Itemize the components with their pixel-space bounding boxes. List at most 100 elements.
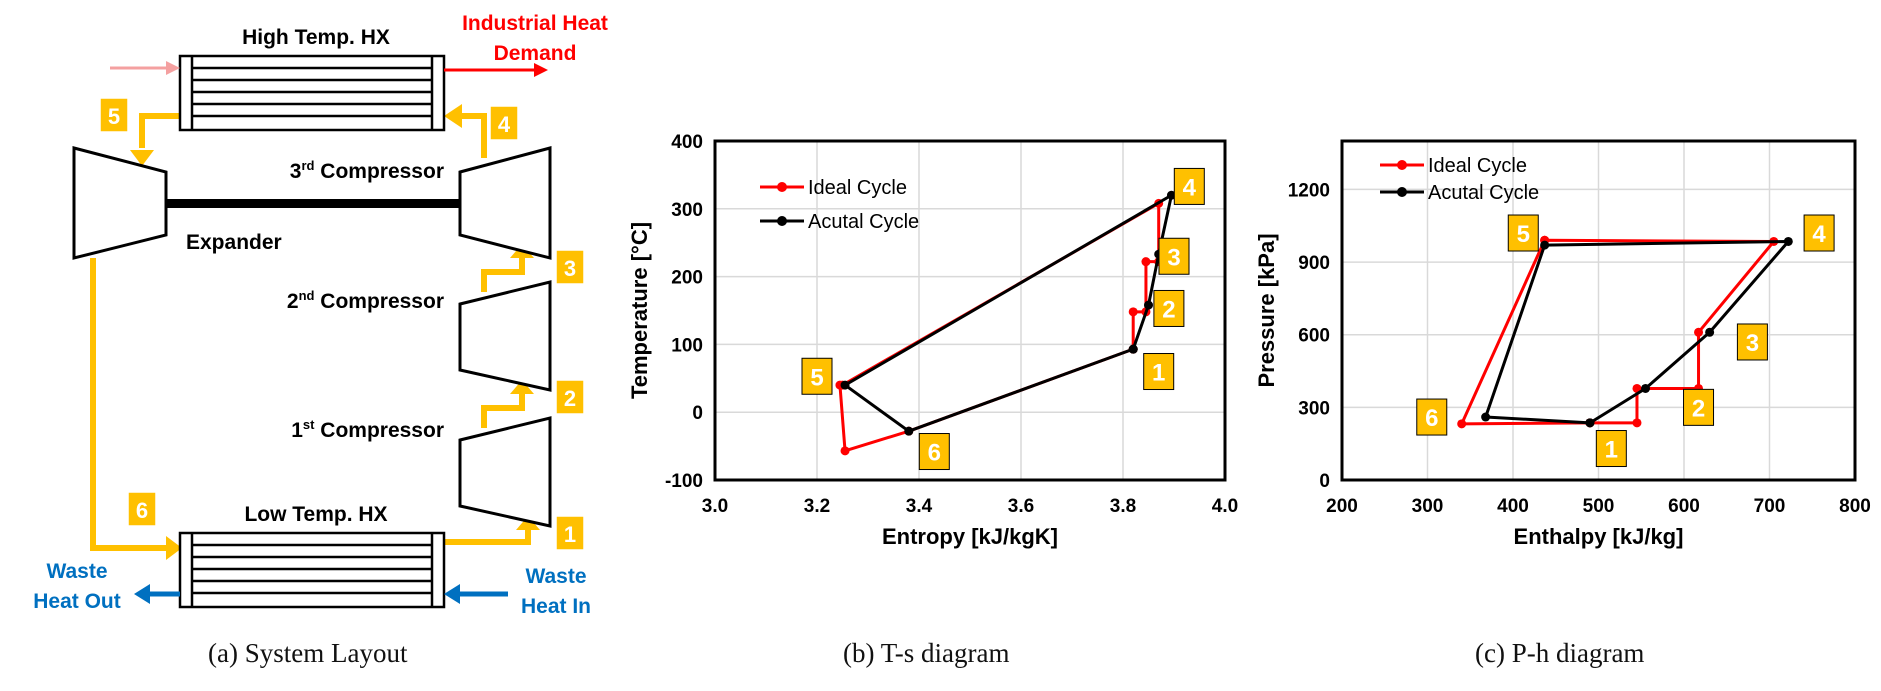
state-label-box — [1153, 289, 1185, 327]
state-label-box — [1595, 430, 1627, 468]
ph-diagram-chart: 200 300 400 500 600 700 800 0 300 600 900 1200 Entha… — [1254, 139, 1871, 549]
system-layout-diagram: High Temp. HX Low Temp. HX Industrial He… — [33, 12, 608, 618]
state-label-text: 2 — [1162, 296, 1175, 323]
waste-heat-in-arrow — [444, 584, 508, 604]
arrowhead-4 — [444, 104, 462, 128]
data-point-actual — [1585, 418, 1595, 428]
state-label-text: 4 — [1183, 174, 1197, 201]
state-label-box — [1736, 323, 1768, 361]
waste-heat-out-line1: Waste — [46, 560, 107, 583]
industrial-heat-label-line1: Industrial Heat — [462, 12, 608, 35]
y-tick-label: -100 — [665, 471, 703, 492]
data-point-ideal — [1128, 307, 1138, 317]
high-temp-hx — [178, 54, 446, 132]
x-tick-label: 3.0 — [702, 496, 728, 517]
state-label-text: 2 — [1692, 395, 1705, 422]
low-temp-hx-label: Low Temp. HX — [244, 503, 387, 526]
legend-marker — [1397, 160, 1407, 170]
y-tick-label: 1200 — [1288, 180, 1330, 201]
ph-diagram-panel: 200 300 400 500 600 700 800 0 300 600 900 1200 Entha… — [1250, 0, 1881, 686]
legend-label: Ideal Cycle — [1428, 155, 1527, 177]
y-tick-label: 400 — [671, 132, 703, 153]
data-point-actual — [1641, 383, 1651, 393]
state-label-box — [1158, 237, 1190, 275]
system-layout-panel: High Temp. HX Low Temp. HX Industrial He… — [0, 0, 640, 686]
x-tick-label: 800 — [1839, 496, 1871, 517]
compressor-2 — [458, 280, 552, 392]
waste-heat-out-arrow — [134, 584, 180, 604]
svg-text:3: 3 — [564, 256, 576, 281]
state-label-box — [801, 357, 833, 395]
data-point-actual — [1481, 412, 1491, 422]
data-point-actual — [1540, 240, 1550, 250]
state-label-text: 3 — [1746, 330, 1759, 357]
industrial-heat-label-line2: Demand — [494, 42, 577, 65]
x-tick-label: 4.0 — [1212, 496, 1238, 517]
state-box-6: 6 — [127, 491, 157, 527]
compressor-1 — [458, 416, 552, 528]
y-tick-label: 300 — [1298, 398, 1330, 419]
state-label-box — [1683, 388, 1715, 426]
shaft — [166, 199, 460, 208]
series-line-ideal — [838, 201, 1161, 453]
y-axis-label: Pressure [kPa] — [1254, 233, 1279, 387]
data-point-actual — [1783, 236, 1793, 246]
y-tick-label: 100 — [671, 335, 703, 356]
state-box-5: 5 — [99, 97, 129, 133]
data-point-actual — [1128, 344, 1138, 354]
state-box-3: 3 — [555, 249, 585, 285]
x-tick-label: 700 — [1754, 496, 1786, 517]
low-temp-hx — [178, 531, 446, 609]
data-point-ideal — [1141, 257, 1151, 267]
state-label-box — [1507, 214, 1539, 252]
refrigerant-flow-lines — [90, 113, 531, 551]
state-box-2: 2 — [555, 379, 585, 415]
ts-diagram-chart: 3.0 3.2 3.4 3.6 3.8 4.0 -100 0 100 200 300 400 Entro… — [627, 132, 1238, 549]
expander — [72, 146, 168, 260]
state-label-box — [1416, 398, 1448, 436]
flow-line-6 — [90, 258, 166, 551]
x-tick-label: 300 — [1412, 496, 1444, 517]
x-tick-label: 3.4 — [906, 496, 933, 517]
waste-heat-out-line2: Heat Out — [33, 590, 121, 613]
x-axis-label: Enthalpy [kJ/kg] — [1514, 524, 1684, 549]
state-label-box — [1803, 214, 1835, 252]
y-tick-label: 200 — [671, 268, 703, 289]
compressor-2-label: 2nd Compressor — [287, 288, 444, 313]
data-point-ideal — [1694, 327, 1704, 337]
legend-marker — [777, 182, 787, 192]
state-label-text: 4 — [1812, 221, 1826, 248]
waste-heat-in-line1: Waste — [525, 565, 586, 588]
compressor-1-label: 1st Compressor — [291, 417, 444, 442]
legend-label: Acutal Cycle — [808, 211, 919, 233]
state-label-box — [918, 433, 950, 471]
state-label-text: 5 — [1517, 221, 1530, 248]
legend-marker — [777, 216, 787, 226]
state-label-box — [1173, 167, 1205, 205]
state-box-4: 4 — [489, 105, 519, 141]
y-tick-label: 600 — [1298, 326, 1330, 347]
caption-system-layout: (a) System Layout — [208, 638, 408, 668]
y-tick-label: 0 — [692, 403, 703, 424]
legend-label: Ideal Cycle — [808, 177, 907, 199]
flow-line-4 — [460, 113, 487, 158]
series-line-ideal — [1460, 238, 1776, 426]
data-point-ideal — [840, 446, 850, 456]
svg-text:4: 4 — [498, 112, 511, 137]
data-point-ideal — [1457, 419, 1467, 429]
x-axis-label: Entropy [kJ/kgK] — [882, 524, 1058, 549]
industrial-heat-arrow — [444, 63, 548, 77]
plot-frame — [713, 139, 1227, 482]
flow-line-5 — [139, 113, 184, 148]
high-temp-hx-label: High Temp. HX — [242, 26, 390, 49]
state-box-1: 1 — [555, 515, 585, 551]
legend-marker — [1397, 187, 1407, 197]
state-label-text: 6 — [928, 440, 941, 467]
data-point-actual — [1166, 190, 1176, 200]
svg-text:1: 1 — [564, 522, 576, 547]
x-tick-label: 3.2 — [804, 496, 830, 517]
flow-arrowheads — [130, 104, 540, 560]
x-tick-label: 400 — [1497, 496, 1529, 517]
data-point-actual — [840, 380, 850, 390]
flow-line-3 — [481, 256, 525, 292]
